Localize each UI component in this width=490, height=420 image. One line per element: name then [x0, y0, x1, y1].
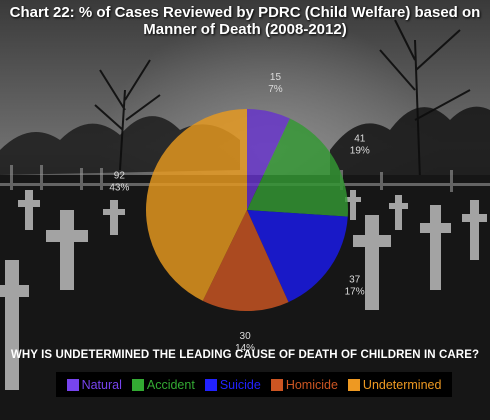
- chart-title-line-2: Manner of Death (2008-2012): [143, 21, 347, 38]
- chart-legend: Natural Accident Suicide Homicide Undete…: [56, 372, 452, 397]
- legend-label: Suicide: [219, 377, 261, 392]
- legend-item-natural: Natural: [66, 377, 122, 392]
- pie-slice-suicide: [247, 210, 348, 303]
- data-label-percent-accident: 19%: [350, 145, 370, 156]
- legend-swatch: [347, 378, 360, 391]
- pie-slice-undetermined: [145, 109, 247, 301]
- legend-swatch: [66, 378, 79, 391]
- data-label-percent-suicide: 17%: [345, 287, 365, 298]
- data-label-percent-natural: 7%: [268, 84, 283, 95]
- data-label-value-suicide: 37: [349, 275, 361, 286]
- question-caption: WHY IS UNDETERMINED THE LEADING CAUSE OF…: [10, 349, 480, 361]
- legend-item-undetermined: Undetermined: [347, 377, 442, 392]
- legend-label: Homicide: [285, 377, 338, 392]
- legend-item-suicide: Suicide: [204, 377, 261, 392]
- pie-slice-natural: [247, 109, 290, 210]
- legend-label: Accident: [146, 377, 195, 392]
- legend-label: Undetermined: [362, 377, 442, 392]
- legend-swatch: [131, 378, 144, 391]
- legend-swatch: [204, 378, 217, 391]
- pie-slice-homicide: [202, 210, 289, 311]
- chart-title: Chart 22: % of Cases Reviewed by PDRC (C…: [0, 4, 490, 38]
- legend-item-accident: Accident: [131, 377, 195, 392]
- legend-label: Natural: [81, 377, 122, 392]
- data-label-value-undetermined: 92: [114, 171, 126, 182]
- legend-swatch: [270, 378, 283, 391]
- pie-slice-accident: [247, 118, 349, 217]
- legend-item-homicide: Homicide: [270, 377, 338, 392]
- data-label-value-natural: 15: [270, 72, 282, 83]
- chart-title-line-1: Chart 22: % of Cases Reviewed by PDRC (C…: [9, 4, 481, 21]
- data-label-percent-undetermined: 43%: [109, 183, 129, 194]
- data-label-percent-homicide: 14%: [235, 343, 255, 354]
- data-label-value-homicide: 30: [240, 331, 252, 342]
- data-label-value-accident: 41: [354, 133, 366, 144]
